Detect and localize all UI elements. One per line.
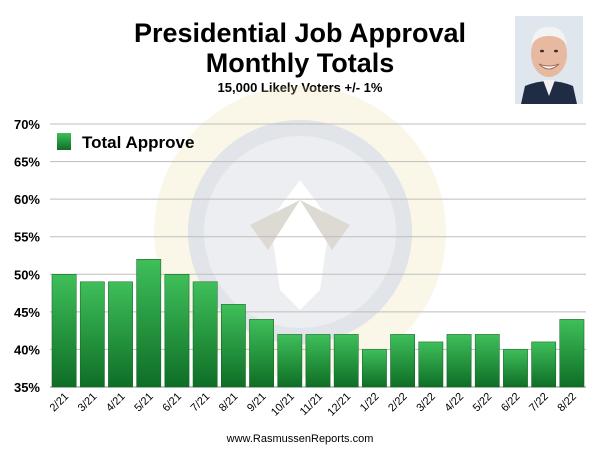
bar — [446, 334, 472, 388]
x-tick-label: 2/21 — [48, 391, 72, 415]
x-tick-label: 9/21 — [245, 391, 269, 415]
legend-swatch — [57, 133, 71, 150]
x-tick-label: 5/22 — [471, 391, 495, 415]
bar — [474, 334, 500, 388]
presidential-seal-watermark — [154, 86, 446, 378]
x-tick-label: 7/22 — [527, 391, 551, 415]
chart-title: Presidential Job Approval — [133, 18, 467, 48]
bar — [333, 334, 359, 388]
bars — [51, 259, 585, 388]
x-tick-label: 6/21 — [160, 391, 184, 415]
x-tick-label: 6/22 — [499, 391, 523, 415]
source-credit: www.RasmussenReports.com — [226, 433, 374, 445]
y-tick-label: 40% — [14, 342, 40, 357]
y-tick-labels: 70% 65% 60% 55% 50% 45% 40% 35% — [14, 117, 40, 395]
bar — [108, 281, 133, 388]
y-tick-label: 60% — [14, 192, 40, 207]
bar — [559, 319, 585, 388]
president-photo — [515, 16, 583, 104]
bar — [390, 334, 416, 388]
x-tick-label: 8/21 — [217, 391, 241, 415]
x-tick-label: 11/21 — [298, 391, 325, 418]
bar — [503, 349, 528, 388]
bar — [305, 334, 331, 388]
legend: Total Approve — [57, 133, 194, 152]
legend-label: Total Approve — [82, 133, 194, 152]
x-tick-label: 12/21 — [325, 391, 353, 419]
x-tick-label: 4/22 — [443, 391, 467, 415]
bar — [136, 259, 162, 388]
bar — [51, 274, 77, 388]
x-tick-label: 3/21 — [76, 391, 100, 415]
x-tick-label: 8/22 — [555, 391, 579, 415]
x-tick-labels: 2/21 3/21 4/21 5/21 6/21 7/21 8/21 9/21 10/21 11/… — [48, 391, 579, 419]
x-tick-label: 3/22 — [414, 391, 438, 415]
chart-title-line2: Monthly Totals — [205, 48, 395, 78]
x-tick-label: 7/21 — [189, 391, 213, 415]
x-tick-label: 10/21 — [269, 391, 297, 419]
bar — [249, 319, 274, 388]
y-tick-label: 45% — [14, 305, 40, 320]
bar — [531, 341, 557, 388]
chart-title-block: Presidential Job Approval Monthly Totals… — [0, 18, 600, 96]
x-tick-label: 5/21 — [132, 391, 156, 415]
bar — [277, 334, 303, 388]
x-tick-label: 1/22 — [358, 391, 382, 415]
bar — [362, 349, 387, 388]
bar — [79, 281, 105, 388]
y-tick-label: 65% — [14, 155, 40, 170]
bar — [192, 281, 218, 388]
y-tick-label: 70% — [14, 117, 40, 132]
bar — [418, 341, 444, 388]
chart-subtitle: 15,000 Likely Voters +/- 1% — [0, 79, 600, 96]
x-tick-label: 4/21 — [104, 391, 128, 415]
bar — [164, 274, 190, 388]
y-tick-label: 50% — [14, 267, 40, 282]
bar — [220, 304, 246, 388]
x-tick-label: 2/22 — [386, 391, 410, 415]
y-tick-label: 35% — [14, 380, 40, 395]
y-tick-label: 55% — [14, 230, 40, 245]
